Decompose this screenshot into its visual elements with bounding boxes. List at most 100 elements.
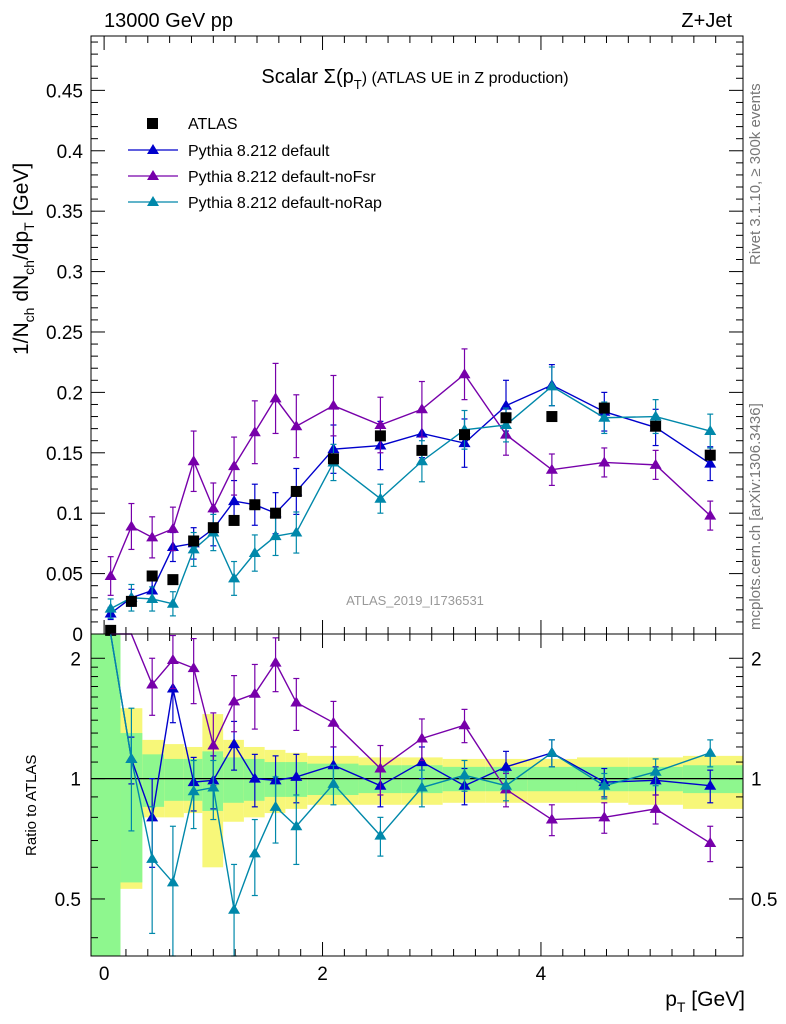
chart-title: Scalar Σ(pT) (ATLAS UE in Z production) [261,66,568,92]
series-point [704,425,717,436]
y-tick-label: 0.3 [57,263,83,284]
ratio-point [228,695,241,706]
ratio-point [207,739,220,750]
series-point [415,403,428,414]
atlas-data-point [416,444,428,456]
ratio-point [500,760,513,771]
series-point [704,457,717,468]
ratio-y-axis-label: Ratio to ATLAS [23,755,40,856]
y-tick-label: 0.25 [46,323,83,344]
series-point [290,526,303,537]
legend-marker-atlas [147,118,158,129]
series-point [327,399,340,410]
atlas-data-point [546,411,558,423]
legend-label-nofsr: Pythia 8.212 default-noFsr [188,169,376,186]
x-axis-label: pT [GeV] [665,988,745,1015]
process-label: Z+Jet [681,10,732,32]
ratio-frame [90,633,744,957]
series-point [704,509,717,520]
atlas-data-point [598,402,610,414]
ratio-point [166,876,179,887]
series-point [415,455,428,466]
xlabel-sub: T [677,999,686,1015]
series-point [228,572,241,583]
y-tick-label: 0.45 [46,81,83,102]
ylabel-sub2: ch [21,260,37,275]
series-point [545,463,558,474]
ratio-point [290,770,303,781]
series-point [374,492,387,503]
atlas-data-point [327,453,339,465]
ratio-point [187,785,200,796]
atlas-data-point [270,507,282,519]
x-tick-label: 4 [536,964,547,985]
ratio-point [458,719,471,730]
ratio-band-green [142,754,165,807]
series-point [598,456,611,467]
ylabel-sub1: ch [21,308,37,323]
legend-marker-default [147,144,159,154]
series-point [228,460,241,471]
series-point [146,592,159,603]
atlas-data-point [374,430,386,442]
series-point [649,458,662,469]
series-point [248,426,261,437]
ratio-point [187,662,200,673]
ratio-point [598,811,611,822]
legend-marker-norap [147,196,159,206]
analysis-watermark: ATLAS_2019_I1736531 [346,593,484,608]
series-point [146,531,159,542]
y-tick-label: 0.2 [57,383,83,404]
atlas-data-point [105,624,117,636]
ratio-point [327,716,340,727]
chart-title-rest: ) (ATLAS UE in Z production) [362,70,569,87]
atlas-data-point [228,514,240,526]
ratio-panel: 0.5 0.5 1 1 2 2 [55,649,777,939]
atlas-data-point [290,485,302,497]
ratio-point [290,820,303,831]
ratio-point [415,781,428,792]
atlas-data-point [500,412,512,424]
series-point [500,399,513,410]
atlas-data-point [207,522,219,534]
ratio-point [327,759,340,770]
atlas-data-point [125,595,137,607]
mcplots-label: mcplots.cern.ch [arXiv:1306.3436] [747,403,764,630]
atlas-data-point [146,570,158,582]
legend-marker-nofsr [147,170,159,180]
ratio-point [415,732,428,743]
ratio-point [704,746,717,757]
series-point [269,392,282,403]
ratio-series-layer [109,633,717,957]
series-point [228,495,241,506]
ratio-point [545,746,558,757]
y-tick-label: 0.1 [57,504,83,525]
ratio-point [125,752,138,763]
series-point [104,570,117,581]
series-point [269,530,282,541]
ylabel-main: 1/N [10,322,33,355]
y-tick-label: 0.15 [46,444,83,465]
ylabel-sub3: T [21,222,37,231]
series-point [187,455,200,466]
y-tick-label: 0.35 [46,202,83,223]
atlas-data-point [650,420,662,432]
ratio-tick-label-right: 2 [751,649,762,670]
ratio-point [649,802,662,813]
ratio-tick-label: 0.5 [55,890,81,911]
series-point [545,380,558,391]
ratio-point [290,696,303,707]
xlabel-unit: [GeV] [685,988,745,1011]
series-point [207,502,220,513]
x-tick-label: 2 [317,964,328,985]
ratio-point [248,772,261,783]
rivet-version-label: Rivet 3.1.10, ≥ 300k events [747,83,764,265]
ratio-point [146,678,159,689]
legend-label-atlas: ATLAS [188,116,238,133]
ratio-point [269,800,282,811]
series-point [125,520,138,531]
series-point [374,419,387,430]
y-axis-label: 1/Nch dNch/dpT [GeV] [10,163,37,355]
energy-label: 13000 GeV pp [104,10,233,32]
